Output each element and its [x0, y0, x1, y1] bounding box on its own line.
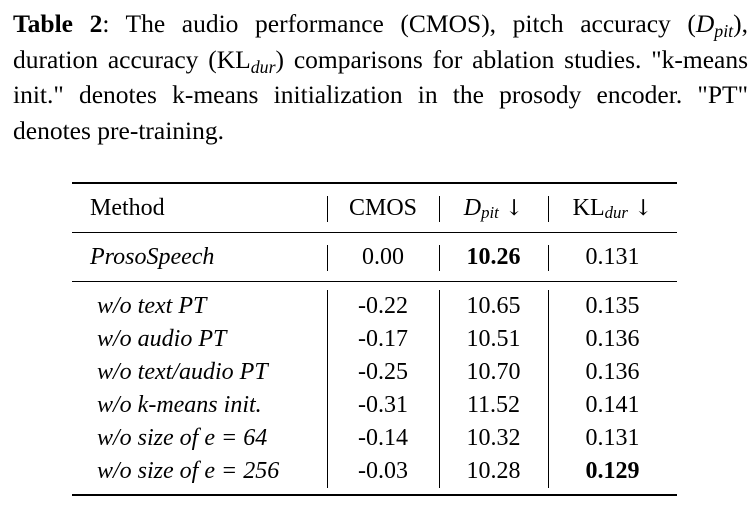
cell-dpit: 11.52: [439, 389, 548, 422]
header-dpit-symbol: D: [463, 194, 482, 221]
table-body-ablations: w/o text PT -0.22 10.65 0.135 w/o audio …: [72, 282, 677, 494]
down-arrow-icon: ↓: [504, 195, 524, 221]
table-row: w/o text PT -0.22 10.65 0.135: [72, 290, 677, 323]
table-row: w/o size of e = 256 -0.03 10.28 0.129: [72, 455, 677, 488]
cell-method: w/o audio PT: [97, 326, 227, 352]
cell-dpit: 10.26: [439, 233, 548, 281]
cell-dpit: 10.70: [439, 356, 548, 389]
header-cmos: CMOS: [327, 184, 439, 232]
cell-cmos: -0.03: [327, 455, 439, 488]
cell-method: w/o size of e = 256: [97, 458, 280, 484]
caption-text-3: ) comparisons for ablation studies. "k-m…: [13, 44, 749, 145]
cell-dpit: 10.65: [439, 290, 548, 323]
table-row: w/o audio PT -0.17 10.51 0.136: [72, 323, 677, 356]
cell-dpit: 10.51: [439, 323, 548, 356]
table-caption: Table 2: The audio performance (CMOS), p…: [13, 6, 748, 148]
caption-label: Table 2: [13, 9, 103, 38]
header-method: Method: [90, 194, 165, 221]
cell-cmos: -0.17: [327, 323, 439, 356]
table-row: w/o text/audio PT -0.25 10.70 0.136: [72, 356, 677, 389]
cell-dpit: 10.32: [439, 422, 548, 455]
cell-dpit: 10.28: [439, 455, 548, 488]
cell-kl: 0.131: [548, 233, 677, 281]
cell-kl: 0.135: [548, 290, 677, 323]
cell-cmos: -0.14: [327, 422, 439, 455]
table-row-prosospeech: ProsoSpeech 0.00 10.26 0.131: [72, 233, 677, 282]
cell-method: ProsoSpeech: [90, 243, 215, 270]
cell-cmos: -0.22: [327, 290, 439, 323]
cell-method: w/o size of e = 64: [97, 425, 268, 451]
cell-method: w/o text PT: [97, 293, 207, 319]
cell-method: w/o text/audio PT: [97, 359, 268, 385]
cell-kl: 0.131: [548, 422, 677, 455]
table-row: w/o k-means init. -0.31 11.52 0.141: [72, 389, 677, 422]
caption-kl-subscript: dur: [250, 56, 276, 77]
cell-cmos: -0.25: [327, 356, 439, 389]
cell-kl: 0.136: [548, 323, 677, 356]
cell-kl: 0.129: [548, 455, 677, 488]
down-arrow-icon: ↓: [633, 195, 653, 221]
table-row: w/o size of e = 64 -0.14 10.32 0.131: [72, 422, 677, 455]
caption-dpit-symbol: D: [695, 9, 715, 38]
header-kl-symbol: KL: [572, 194, 605, 221]
header-kl: KL dur ↓: [548, 184, 677, 232]
cell-cmos: -0.31: [327, 389, 439, 422]
cell-kl: 0.141: [548, 389, 677, 422]
caption-text-2: ), duration accuracy (KL: [13, 9, 748, 74]
cell-cmos: 0.00: [327, 233, 439, 281]
caption-dpit-subscript: pit: [714, 21, 734, 42]
caption-text-1: : The audio performance (CMOS), pitch ac…: [102, 9, 696, 38]
cell-method: w/o k-means init.: [97, 392, 262, 418]
cell-kl: 0.136: [548, 356, 677, 389]
